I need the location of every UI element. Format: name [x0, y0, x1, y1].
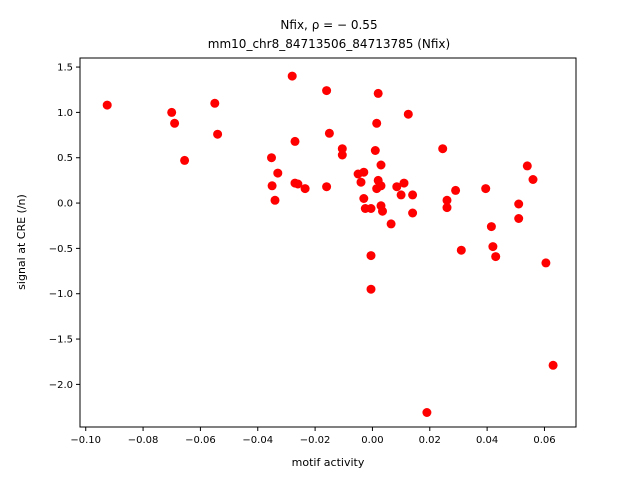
x-tick-label: 0.04: [476, 435, 498, 446]
data-point-8: [270, 195, 280, 205]
data-point-39: [396, 190, 406, 200]
data-point-45: [438, 144, 448, 154]
x-tick-label: −0.04: [242, 435, 273, 446]
data-point-47: [442, 203, 452, 213]
x-tick-label: −0.02: [300, 435, 331, 446]
x-tick-label: −0.06: [185, 435, 216, 446]
data-point-56: [522, 161, 532, 171]
data-point-3: [180, 155, 190, 165]
x-tick-label: 0.06: [533, 435, 555, 446]
data-point-40: [399, 178, 409, 188]
data-point-59: [548, 360, 558, 370]
data-point-11: [290, 136, 300, 146]
data-points: [102, 71, 558, 417]
data-point-41: [403, 109, 413, 119]
data-point-57: [528, 175, 538, 184]
data-point-0: [102, 100, 112, 110]
data-point-26: [366, 251, 376, 261]
data-point-1: [167, 107, 177, 117]
data-point-50: [481, 184, 491, 194]
y-tick-label: 1.5: [57, 63, 73, 74]
y-tick-label: −2.0: [49, 380, 73, 391]
data-point-30: [373, 88, 383, 98]
y-tick-label: −1.0: [49, 289, 73, 300]
y-tick-label: −0.5: [49, 244, 73, 255]
data-point-49: [456, 245, 466, 255]
data-point-2: [170, 118, 180, 128]
data-point-42: [408, 190, 418, 200]
chart-title-line2: mm10_chr8_84713506_84713785 (Nfix): [208, 37, 450, 51]
data-point-44: [422, 408, 432, 417]
data-point-54: [514, 199, 524, 209]
data-point-23: [359, 194, 369, 203]
data-point-34: [376, 181, 386, 191]
data-point-48: [451, 185, 461, 195]
data-point-29: [372, 118, 382, 128]
data-point-37: [386, 219, 396, 229]
data-point-27: [366, 284, 376, 294]
data-point-38: [392, 182, 402, 192]
data-point-9: [273, 168, 283, 178]
data-point-6: [267, 153, 276, 163]
x-axis-ticks: −0.10 −0.08 −0.06 −0.04 −0.02 0.00 0.02 0.04 0.0…: [70, 427, 556, 446]
data-point-28: [370, 146, 380, 155]
data-point-36: [378, 206, 387, 216]
data-point-17: [324, 128, 334, 138]
y-axis-ticks: 1.5 1.0 0.5 0.0 −0.5 −1.0 −1.5 −2.0: [49, 63, 80, 391]
data-point-15: [322, 86, 332, 96]
data-point-58: [541, 258, 551, 268]
data-point-10: [287, 71, 297, 81]
data-point-55: [514, 214, 524, 223]
data-point-19: [337, 150, 347, 160]
data-point-33: [376, 160, 386, 170]
x-tick-label: −0.10: [70, 435, 101, 446]
y-tick-label: 1.0: [57, 108, 73, 119]
plot-frame: [79, 57, 577, 428]
x-axis-label: motif activity: [292, 456, 365, 469]
y-tick-label: 0.5: [57, 153, 73, 164]
x-tick-label: 0.02: [419, 435, 441, 446]
data-point-53: [491, 252, 501, 262]
data-point-4: [210, 98, 220, 108]
data-point-25: [366, 204, 376, 213]
x-tick-label: 0.00: [361, 435, 383, 446]
chart-title-line1: Nfix, ρ = − 0.55: [280, 18, 377, 32]
data-point-21: [356, 177, 366, 187]
data-point-7: [267, 181, 277, 191]
data-point-43: [408, 208, 418, 218]
x-tick-label: −0.08: [128, 435, 159, 446]
y-tick-label: 0.0: [57, 199, 73, 210]
data-point-13: [293, 179, 303, 189]
data-point-16: [322, 182, 332, 192]
y-tick-label: −1.5: [49, 335, 73, 346]
data-point-18: [337, 144, 347, 154]
data-point-52: [488, 242, 498, 252]
y-axis-label: signal at CRE (/n): [15, 194, 28, 290]
data-point-46: [442, 195, 452, 205]
data-point-22: [359, 167, 369, 177]
data-point-51: [486, 222, 496, 232]
data-point-14: [300, 184, 310, 194]
data-point-5: [213, 129, 223, 139]
